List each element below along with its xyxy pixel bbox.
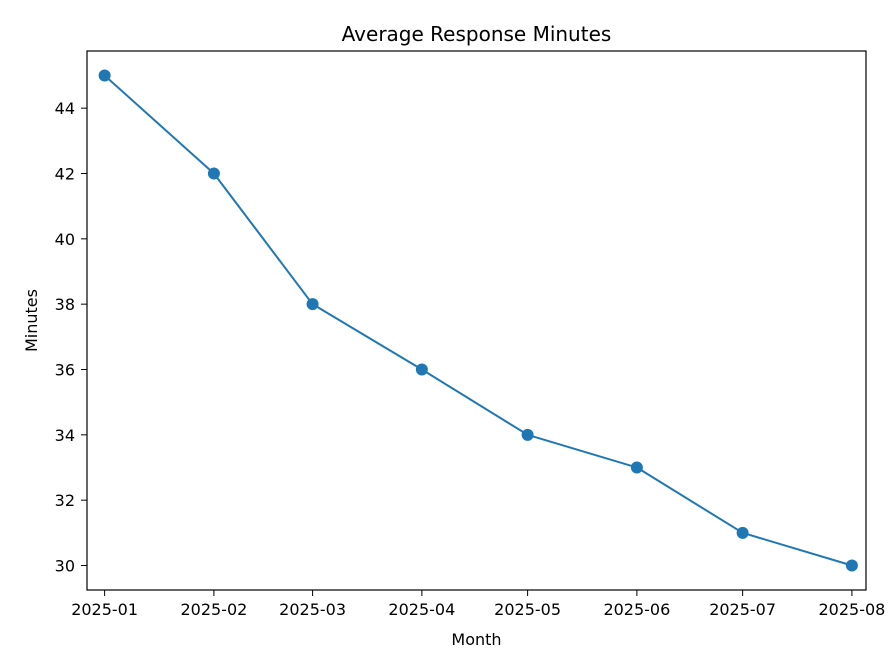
x-axis-ticks: 2025-01 2025-02 2025-03 2025-04 2025-05 2025-…	[71, 590, 885, 619]
plot-frame	[86, 50, 867, 591]
data-point	[98, 69, 111, 82]
x-tick-label: 2025-04	[388, 600, 455, 619]
y-tick-label: 38	[55, 295, 75, 314]
x-axis-title: Month	[451, 630, 501, 649]
x-tick-label: 2025-02	[180, 600, 247, 619]
y-axis-title: Minutes	[22, 289, 41, 352]
x-tick-label: 2025-03	[279, 600, 346, 619]
y-axis-ticks: 30 32 34 36 38 40 42 44	[55, 99, 87, 576]
x-tick-label: 2025-05	[494, 600, 561, 619]
data-point	[521, 428, 534, 441]
y-tick-label: 36	[55, 361, 75, 380]
series-layer	[98, 69, 858, 572]
data-point	[207, 167, 220, 180]
x-tick-label: 2025-01	[71, 600, 138, 619]
x-tick-label: 2025-08	[818, 600, 885, 619]
y-tick-label: 30	[55, 557, 75, 576]
data-point	[306, 298, 319, 311]
data-point	[630, 461, 643, 474]
x-tick-label: 2025-07	[709, 600, 776, 619]
data-point	[845, 559, 858, 572]
y-tick-label: 34	[55, 426, 75, 445]
x-tick-label: 2025-06	[603, 600, 670, 619]
chart-title: Average Response Minutes	[342, 22, 612, 46]
data-point	[736, 526, 749, 539]
data-point	[415, 363, 428, 376]
series-line	[103, 74, 853, 567]
y-tick-label: 32	[55, 491, 75, 510]
y-tick-label: 40	[55, 230, 75, 249]
y-tick-label: 42	[55, 165, 75, 184]
y-tick-label: 44	[55, 99, 75, 118]
